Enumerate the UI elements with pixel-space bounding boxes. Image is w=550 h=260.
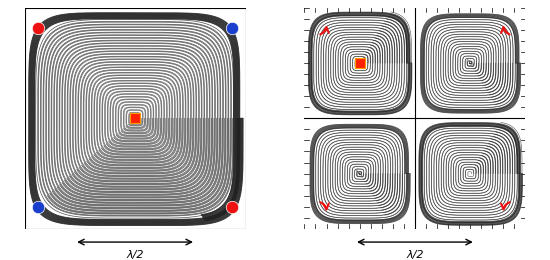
Point	[34, 205, 42, 209]
Point	[228, 205, 236, 209]
Point	[131, 116, 140, 120]
Point	[228, 25, 236, 30]
Text: λ/2: λ/2	[406, 250, 424, 260]
Point	[34, 25, 42, 30]
Point	[355, 61, 364, 65]
Text: λ/2: λ/2	[126, 250, 144, 260]
